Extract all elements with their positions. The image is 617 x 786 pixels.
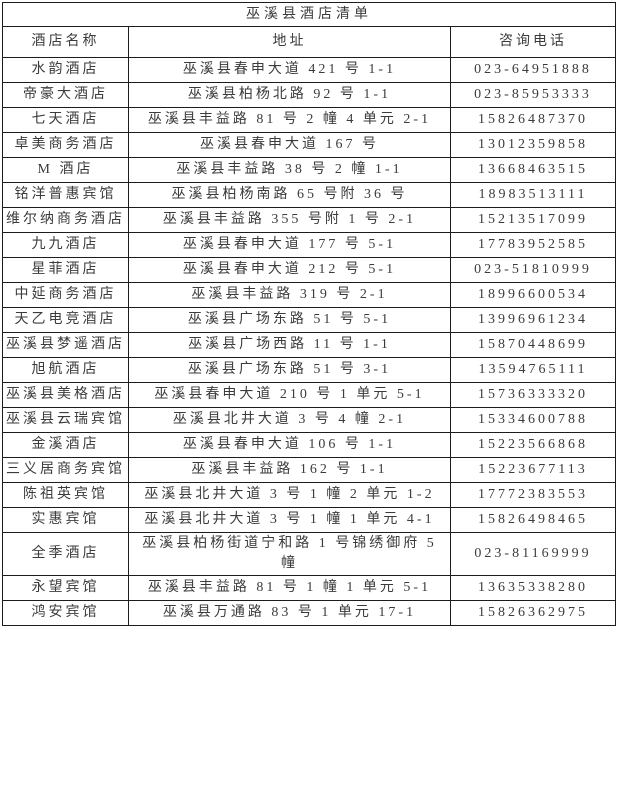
address-cell: 巫溪县丰益路 319 号 2-1 (128, 282, 451, 308)
phone-cell: 15223677113 (449, 457, 617, 483)
table-row: 全季酒店 巫溪县柏杨街道宁和路 1 号锦绣御府 5 幢 023-81169999 (2, 532, 617, 576)
phone-cell: 18996600534 (449, 282, 617, 308)
table-title-row: 巫溪县酒店清单 (1, 2, 617, 27)
table-row: 七天酒店 巫溪县丰益路 81 号 2 幢 4 单元 2-1 15826487370 (2, 107, 617, 133)
address-cell: 巫溪县丰益路 81 号 2 幢 4 单元 2-1 (128, 107, 451, 133)
phone-cell: 15223566868 (449, 432, 617, 458)
phone-cell: 15826498465 (449, 507, 617, 533)
address-cell: 巫溪县广场东路 51 号 5-1 (128, 307, 451, 333)
hotel-list-table: 巫溪县酒店清单 酒店名称 地址 咨询电话 水韵酒店 巫溪县春申大道 421 号 1… (1, 2, 617, 626)
hotel-name-cell: 巫溪县梦遥酒店 (2, 332, 129, 358)
phone-cell: 15870448699 (449, 332, 617, 358)
hotel-name-cell: 九九酒店 (2, 232, 129, 258)
table-row: 帝豪大酒店 巫溪县柏杨北路 92 号 1-1 023-85953333 (2, 82, 617, 108)
table-row: 陈祖英宾馆 巫溪县北井大道 3 号 1 幢 2 单元 1-2 17772383553 (2, 482, 617, 508)
hotel-name-cell: 巫溪县云瑞宾馆 (2, 407, 129, 433)
address-cell: 巫溪县春申大道 167 号 (128, 132, 451, 158)
hotel-name-cell: M 酒店 (2, 157, 129, 183)
phone-cell: 18983513111 (449, 182, 617, 208)
address-cell: 巫溪县春申大道 106 号 1-1 (128, 432, 451, 458)
hotel-name-cell: 永望宾馆 (2, 575, 129, 601)
column-header-address: 地址 (128, 26, 451, 58)
phone-cell: 023-81169999 (449, 532, 617, 576)
phone-cell: 15334600788 (449, 407, 617, 433)
phone-cell: 15213517099 (449, 207, 617, 233)
table-row: 巫溪县云瑞宾馆 巫溪县北井大道 3 号 4 幢 2-1 15334600788 (2, 407, 617, 433)
phone-cell: 13996961234 (449, 307, 617, 333)
column-header-hotel-name: 酒店名称 (2, 26, 129, 58)
hotel-name-cell: 卓美商务酒店 (2, 132, 129, 158)
table-row: 永望宾馆 巫溪县丰益路 81 号 1 幢 1 单元 5-1 13635338280 (2, 575, 617, 601)
phone-cell: 15826362975 (449, 600, 617, 626)
table-row: 水韵酒店 巫溪县春申大道 421 号 1-1 023-64951888 (2, 57, 617, 83)
phone-cell: 13668463515 (449, 157, 617, 183)
address-cell: 巫溪县北井大道 3 号 1 幢 1 单元 4-1 (128, 507, 451, 533)
table-row: 九九酒店 巫溪县春申大道 177 号 5-1 17783952585 (2, 232, 617, 258)
address-cell: 巫溪县柏杨街道宁和路 1 号锦绣御府 5 幢 (128, 532, 451, 576)
phone-cell: 15736333320 (449, 382, 617, 408)
address-cell: 巫溪县丰益路 162 号 1-1 (128, 457, 451, 483)
phone-cell: 15826487370 (449, 107, 617, 133)
hotel-name-cell: 星菲酒店 (2, 257, 129, 283)
hotel-name-cell: 帝豪大酒店 (2, 82, 129, 108)
table-row: 星菲酒店 巫溪县春申大道 212 号 5-1 023-51810999 (2, 257, 617, 283)
column-header-phone: 咨询电话 (449, 26, 617, 58)
table-row: 鸿安宾馆 巫溪县万通路 83 号 1 单元 17-1 15826362975 (2, 600, 617, 626)
phone-cell: 13594765111 (449, 357, 617, 383)
phone-cell: 17783952585 (449, 232, 617, 258)
address-cell: 巫溪县北井大道 3 号 4 幢 2-1 (128, 407, 451, 433)
address-cell: 巫溪县丰益路 355 号附 1 号 2-1 (128, 207, 451, 233)
address-cell: 巫溪县春申大道 210 号 1 单元 5-1 (128, 382, 451, 408)
hotel-name-cell: 实惠宾馆 (2, 507, 129, 533)
phone-cell: 023-85953333 (449, 82, 617, 108)
table-row: 天乙电竞酒店 巫溪县广场东路 51 号 5-1 13996961234 (2, 307, 617, 333)
table-row: 三义居商务宾馆 巫溪县丰益路 162 号 1-1 15223677113 (2, 457, 617, 483)
hotel-name-cell: 鸿安宾馆 (2, 600, 129, 626)
hotel-name-cell: 天乙电竞酒店 (2, 307, 129, 333)
table-row: 实惠宾馆 巫溪县北井大道 3 号 1 幢 1 单元 4-1 15826498465 (2, 507, 617, 533)
phone-cell: 13635338280 (449, 575, 617, 601)
address-cell: 巫溪县广场东路 51 号 3-1 (128, 357, 451, 383)
table-row: M 酒店 巫溪县丰益路 38 号 2 幢 1-1 13668463515 (2, 157, 617, 183)
table-row: 铭洋普惠宾馆 巫溪县柏杨南路 65 号附 36 号 18983513111 (2, 182, 617, 208)
table-row: 巫溪县梦遥酒店 巫溪县广场西路 11 号 1-1 15870448699 (2, 332, 617, 358)
address-cell: 巫溪县柏杨北路 92 号 1-1 (128, 82, 451, 108)
hotel-name-cell: 巫溪县美格酒店 (2, 382, 129, 408)
table-row: 金溪酒店 巫溪县春申大道 106 号 1-1 15223566868 (2, 432, 617, 458)
table-row: 维尔纳商务酒店 巫溪县丰益路 355 号附 1 号 2-1 15213517099 (2, 207, 617, 233)
hotel-name-cell: 全季酒店 (2, 532, 129, 576)
phone-cell: 13012359858 (449, 132, 617, 158)
address-cell: 巫溪县广场西路 11 号 1-1 (128, 332, 451, 358)
table-row: 旭航酒店 巫溪县广场东路 51 号 3-1 13594765111 (2, 357, 617, 383)
address-cell: 巫溪县柏杨南路 65 号附 36 号 (128, 182, 451, 208)
table-row: 巫溪县美格酒店 巫溪县春申大道 210 号 1 单元 5-1 15736333320 (2, 382, 617, 408)
table-title: 巫溪县酒店清单 (1, 2, 617, 27)
address-cell: 巫溪县春申大道 177 号 5-1 (128, 232, 451, 258)
phone-cell: 17772383553 (449, 482, 617, 508)
address-cell: 巫溪县春申大道 421 号 1-1 (128, 57, 451, 83)
table-row: 中延商务酒店 巫溪县丰益路 319 号 2-1 18996600534 (2, 282, 617, 308)
table-body: 水韵酒店 巫溪县春申大道 421 号 1-1 023-64951888 帝豪大酒店 巫溪… (2, 57, 617, 626)
hotel-name-cell: 陈祖英宾馆 (2, 482, 129, 508)
address-cell: 巫溪县万通路 83 号 1 单元 17-1 (128, 600, 451, 626)
address-cell: 巫溪县春申大道 212 号 5-1 (128, 257, 451, 283)
hotel-name-cell: 金溪酒店 (2, 432, 129, 458)
hotel-name-cell: 中延商务酒店 (2, 282, 129, 308)
table-row: 卓美商务酒店 巫溪县春申大道 167 号 13012359858 (2, 132, 617, 158)
table-header-row: 酒店名称 地址 咨询电话 (2, 26, 617, 58)
hotel-name-cell: 水韵酒店 (2, 57, 129, 83)
phone-cell: 023-51810999 (449, 257, 617, 283)
phone-cell: 023-64951888 (449, 57, 617, 83)
hotel-name-cell: 铭洋普惠宾馆 (2, 182, 129, 208)
address-cell: 巫溪县北井大道 3 号 1 幢 2 单元 1-2 (128, 482, 451, 508)
hotel-name-cell: 维尔纳商务酒店 (2, 207, 129, 233)
hotel-name-cell: 旭航酒店 (2, 357, 129, 383)
hotel-name-cell: 三义居商务宾馆 (2, 457, 129, 483)
hotel-name-cell: 七天酒店 (2, 107, 129, 133)
address-cell: 巫溪县丰益路 81 号 1 幢 1 单元 5-1 (128, 575, 451, 601)
address-cell: 巫溪县丰益路 38 号 2 幢 1-1 (128, 157, 451, 183)
